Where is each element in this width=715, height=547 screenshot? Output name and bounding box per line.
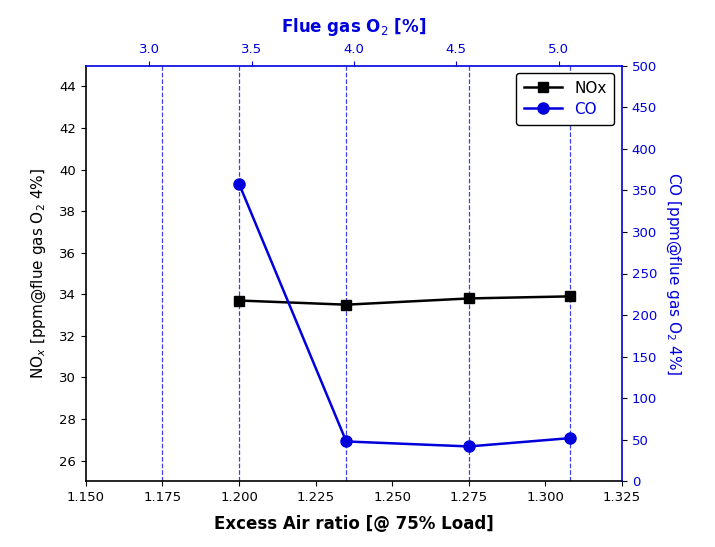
Line: CO: CO <box>234 178 576 452</box>
NOx <box>566 293 574 300</box>
Line: NOx: NOx <box>234 292 575 310</box>
CO <box>465 443 473 450</box>
CO <box>235 181 243 187</box>
CO <box>342 438 350 445</box>
Legend: NOx, CO: NOx, CO <box>516 73 614 125</box>
CO <box>566 435 574 441</box>
Y-axis label: NO$_{x}$ [ppm@flue gas O$_{2}$ 4%]: NO$_{x}$ [ppm@flue gas O$_{2}$ 4%] <box>29 168 48 379</box>
NOx <box>342 301 350 308</box>
X-axis label: Flue gas O$_{2}$ [%]: Flue gas O$_{2}$ [%] <box>282 16 426 38</box>
X-axis label: Excess Air ratio [@ 75% Load]: Excess Air ratio [@ 75% Load] <box>214 515 494 533</box>
Y-axis label: CO [ppm@flue gas O$_{2}$ 4%]: CO [ppm@flue gas O$_{2}$ 4%] <box>664 172 682 375</box>
NOx <box>235 297 243 304</box>
NOx <box>465 295 473 302</box>
